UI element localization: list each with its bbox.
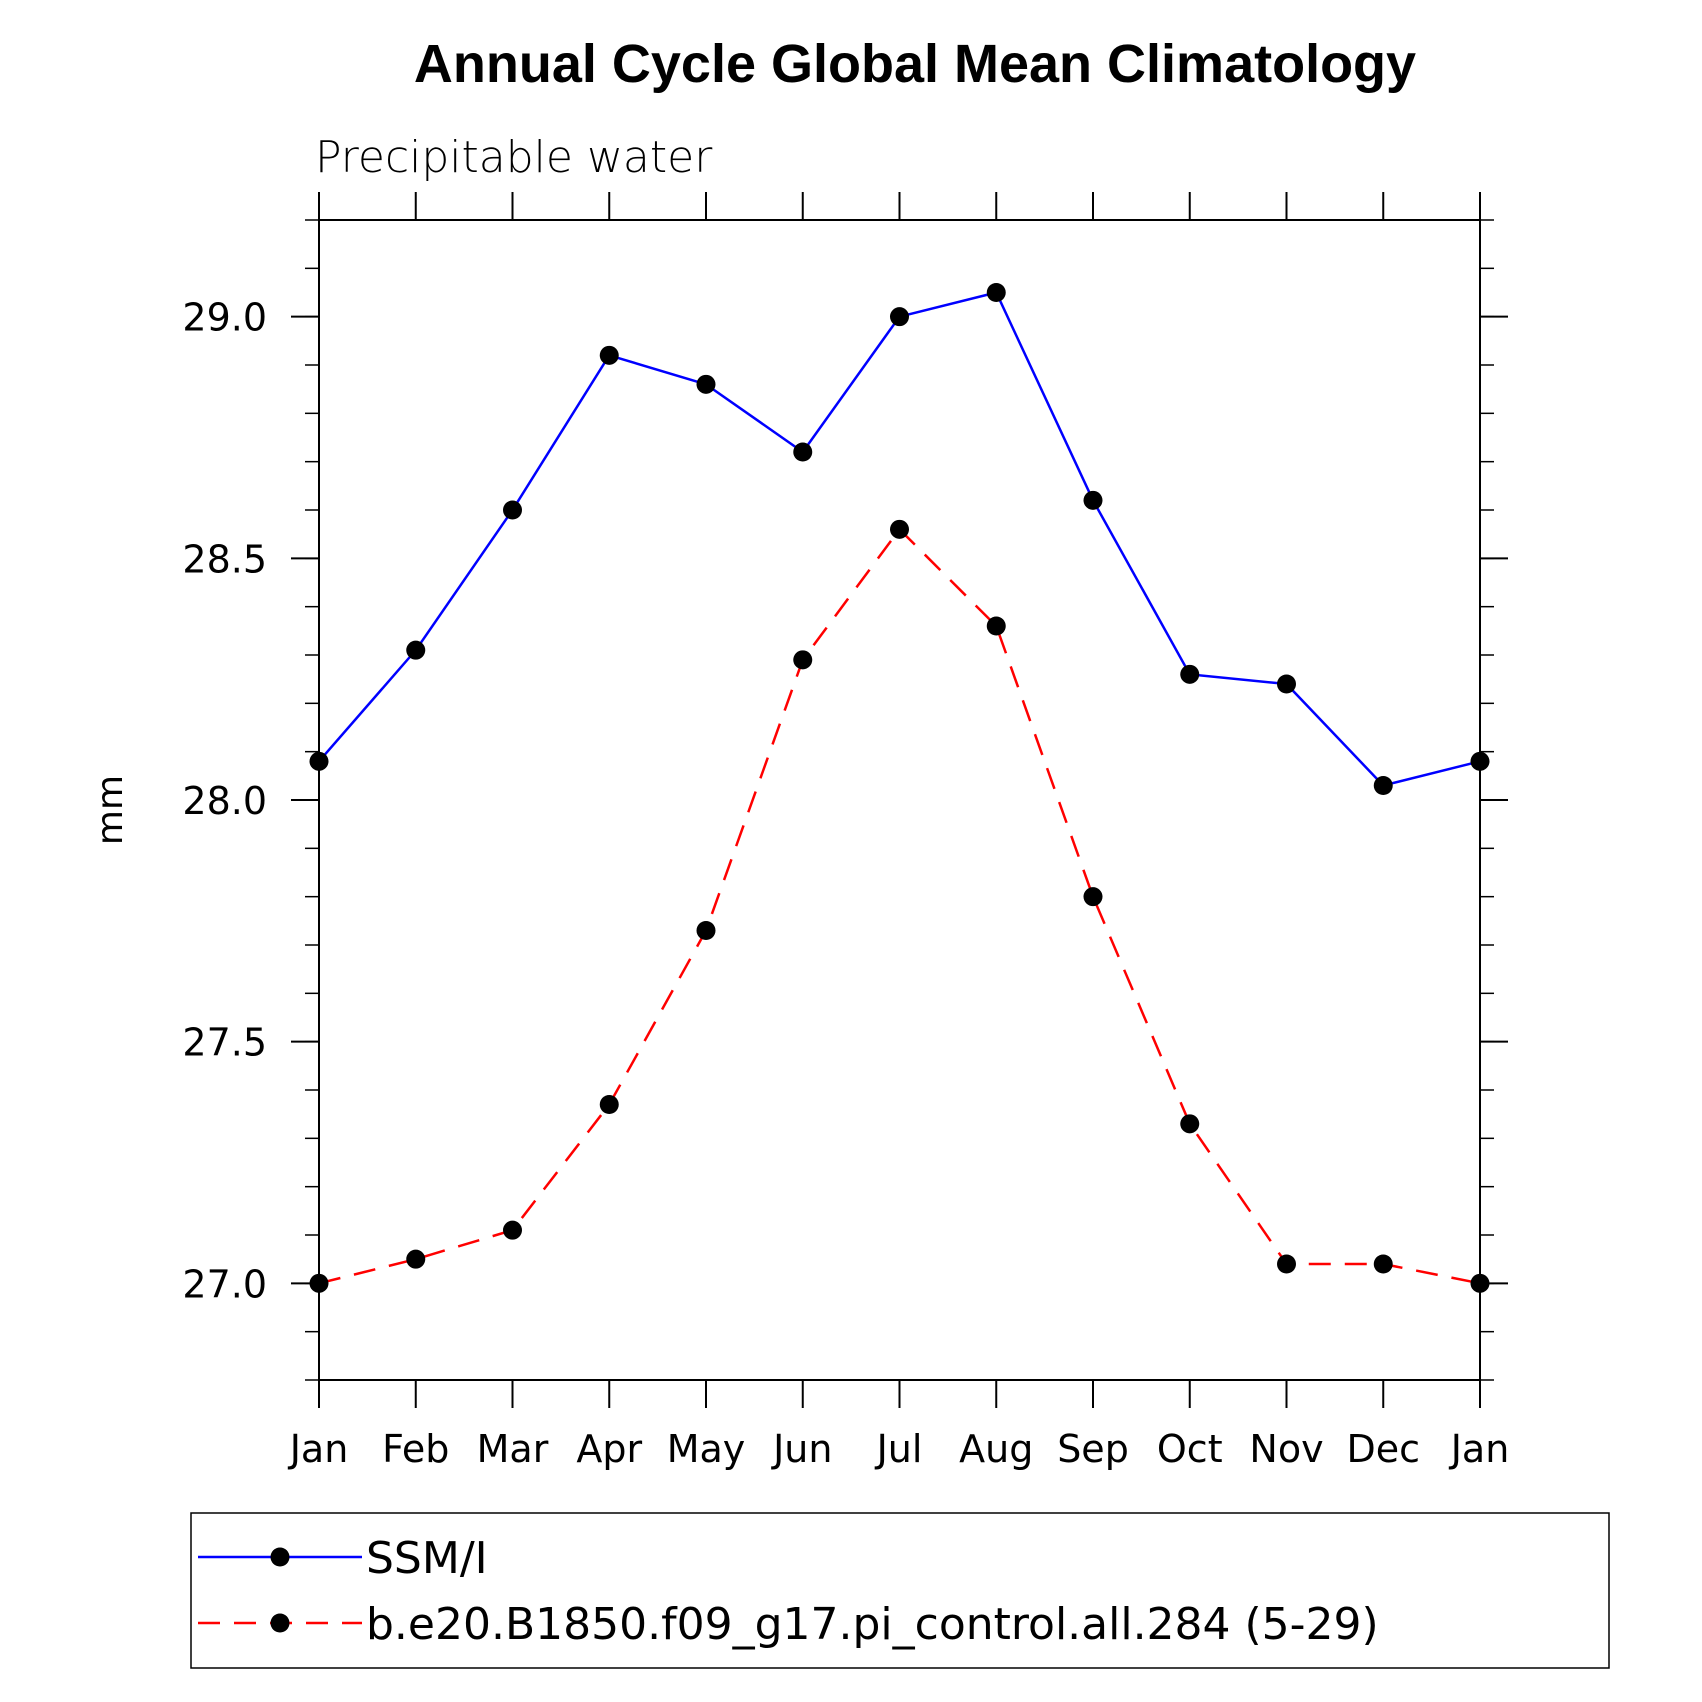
data-point bbox=[1373, 776, 1393, 795]
legend-label: b.e20.B1850.f09_g17.pi_control.all.284 (… bbox=[366, 1599, 1379, 1650]
legend: SSM/I b.e20.B1850.f09_g17.pi_control.all.… bbox=[198, 1533, 1379, 1650]
x-tick-label: Jul bbox=[875, 1427, 923, 1471]
x-tick-label: Nov bbox=[1249, 1427, 1323, 1471]
x-tick-label: Oct bbox=[1157, 1427, 1223, 1471]
data-point bbox=[986, 283, 1006, 302]
x-tick-label: Jan bbox=[1449, 1427, 1510, 1471]
data-point bbox=[696, 374, 716, 394]
x-tick-label: Aug bbox=[959, 1427, 1033, 1471]
data-point bbox=[309, 751, 329, 771]
data-point bbox=[1083, 490, 1103, 510]
y-tick-label: 29.0 bbox=[182, 296, 267, 340]
chart-subtitle: Precipitable water bbox=[315, 132, 713, 183]
series-line-0 bbox=[318, 291, 1481, 787]
y-tick-label: 27.5 bbox=[182, 1021, 267, 1065]
series-layer bbox=[309, 283, 1490, 1293]
y-axis-label: mm bbox=[90, 775, 131, 845]
x-tick-label: Dec bbox=[1346, 1427, 1420, 1471]
data-point bbox=[986, 616, 1006, 636]
data-point bbox=[406, 640, 426, 660]
data-point bbox=[406, 1249, 426, 1269]
y-tick-label: 28.0 bbox=[182, 779, 267, 823]
chart-title: Annual Cycle Global Mean Climatology bbox=[414, 34, 1416, 94]
x-tick-label: Jan bbox=[288, 1427, 349, 1471]
legend-box bbox=[190, 1512, 1610, 1669]
x-tick-label: May bbox=[667, 1427, 746, 1471]
data-point bbox=[793, 650, 813, 670]
data-point bbox=[890, 519, 909, 539]
x-tick-label: Apr bbox=[576, 1427, 642, 1471]
data-point bbox=[1277, 674, 1296, 694]
x-tick-label: Jun bbox=[771, 1427, 832, 1471]
y-tick-label: 28.5 bbox=[182, 537, 267, 581]
data-point bbox=[1083, 887, 1103, 907]
data-point bbox=[793, 442, 813, 462]
x-tick-label: Sep bbox=[1057, 1427, 1129, 1471]
y-tick-label: 27.0 bbox=[182, 1262, 267, 1306]
data-point bbox=[503, 500, 522, 520]
data-point bbox=[890, 307, 909, 327]
data-point bbox=[309, 1273, 329, 1293]
series-line-1 bbox=[318, 527, 1481, 1285]
data-point bbox=[1470, 751, 1490, 771]
plot-frame bbox=[318, 219, 1481, 1381]
data-point bbox=[599, 1095, 619, 1114]
x-tick-label: Mar bbox=[477, 1427, 549, 1471]
data-point bbox=[1470, 1273, 1490, 1293]
data-point bbox=[503, 1220, 522, 1240]
data-point bbox=[599, 345, 619, 365]
legend-marker bbox=[270, 1547, 290, 1567]
legend-label: SSM/I bbox=[366, 1533, 488, 1584]
data-point bbox=[696, 921, 716, 940]
x-tick-label: Feb bbox=[382, 1427, 449, 1471]
legend-marker bbox=[270, 1613, 290, 1633]
data-point bbox=[1180, 664, 1200, 684]
data-point bbox=[1277, 1254, 1296, 1274]
data-point bbox=[1180, 1114, 1200, 1134]
plot-axes: Jan Feb Mar Apr May Jun Jul Aug Sep Oct Nov Dec Jan 2… bbox=[182, 192, 1509, 1471]
data-point bbox=[1373, 1254, 1393, 1274]
